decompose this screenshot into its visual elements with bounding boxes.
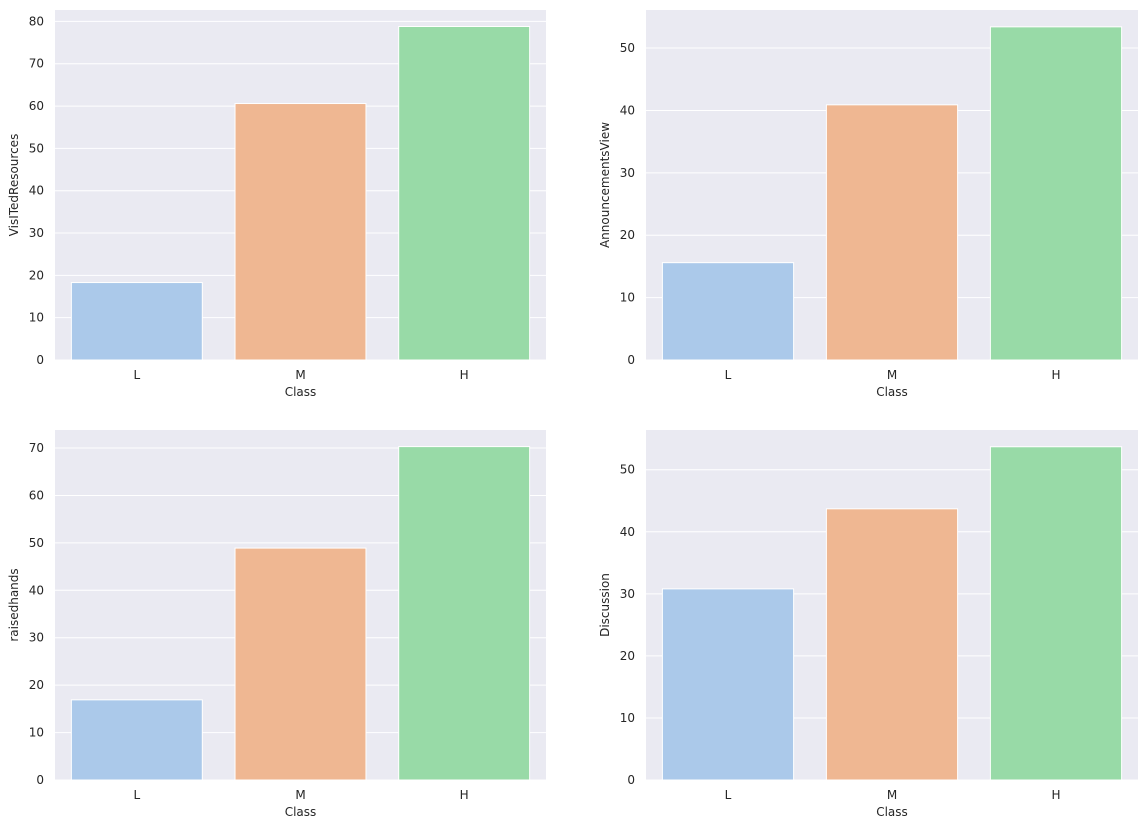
y-tick-label: 60 [29, 99, 44, 113]
y-tick-label: 40 [620, 103, 635, 117]
bar-L [70, 699, 203, 781]
y-tick-label: 20 [620, 228, 635, 242]
bar-H [989, 26, 1123, 361]
x-axis-label: Class [285, 385, 317, 399]
y-tick-label: 50 [620, 463, 635, 477]
x-tick-label: L [133, 368, 140, 382]
x-tick-label: M [295, 788, 305, 802]
y-tick-label: 50 [29, 141, 44, 155]
y-tick-label: 30 [29, 226, 44, 240]
x-tick-label: L [725, 368, 732, 382]
bar-M [825, 508, 959, 781]
y-tick-label: 80 [29, 14, 44, 28]
y-tick-label: 30 [29, 631, 44, 645]
y-axis-label: VisITedResources [7, 134, 21, 237]
y-tick-label: 30 [620, 166, 635, 180]
bar-L [661, 262, 795, 361]
y-tick-label: 10 [29, 726, 44, 740]
x-tick-label: L [133, 788, 140, 802]
x-tick-label: H [1051, 368, 1060, 382]
subplot-1: L M H 0 10 20 30 40 50 60 70 80 Class VisITedResource… [7, 10, 546, 399]
bar-H [398, 26, 531, 361]
y-tick-label: 40 [29, 184, 44, 198]
y-tick-label: 20 [620, 649, 635, 663]
y-tick-label: 0 [36, 353, 44, 367]
x-axis-label: Class [285, 805, 317, 819]
y-tick-label: 50 [620, 41, 635, 55]
y-tick-label: 10 [29, 311, 44, 325]
y-tick-label: 20 [29, 678, 44, 692]
bar-L [70, 282, 203, 361]
y-tick-label: 60 [29, 488, 44, 502]
bar-M [234, 547, 367, 781]
y-axis-label: AnnouncementsView [598, 122, 612, 248]
y-tick-label: 70 [29, 441, 44, 455]
bar-M [234, 103, 367, 361]
y-tick-label: 10 [620, 711, 635, 725]
x-tick-label: L [725, 788, 732, 802]
x-axis-label: Class [876, 805, 908, 819]
y-tick-label: 50 [29, 536, 44, 550]
bar-M [825, 104, 959, 361]
y-tick-label: 0 [627, 773, 635, 787]
y-axis-label: raisedhands [7, 568, 21, 641]
y-axis-label: Discussion [598, 573, 612, 637]
y-tick-label: 10 [620, 291, 635, 305]
y-tick-label: 70 [29, 57, 44, 71]
y-tick-label: 30 [620, 587, 635, 601]
bar-H [398, 446, 531, 781]
x-tick-label: H [1051, 788, 1060, 802]
subplot-3: L M H 0 10 20 30 40 50 60 70 Class raisedhands [7, 430, 546, 819]
subplot-2: L M H 0 10 20 30 40 50 Class AnnouncementsView [598, 10, 1138, 399]
y-tick-label: 40 [620, 525, 635, 539]
x-tick-label: H [460, 788, 469, 802]
subplot-4: L M H 0 10 20 30 40 50 Class Discussion [598, 430, 1138, 819]
bar-H [989, 446, 1123, 781]
y-tick-label: 0 [36, 773, 44, 787]
y-tick-label: 40 [29, 583, 44, 597]
y-tick-label: 0 [627, 353, 635, 367]
x-tick-label: H [460, 368, 469, 382]
y-tick-label: 20 [29, 268, 44, 282]
x-tick-label: M [887, 788, 897, 802]
x-tick-label: M [295, 368, 305, 382]
bar-L [661, 588, 795, 781]
x-tick-label: M [887, 368, 897, 382]
x-axis-label: Class [876, 385, 908, 399]
